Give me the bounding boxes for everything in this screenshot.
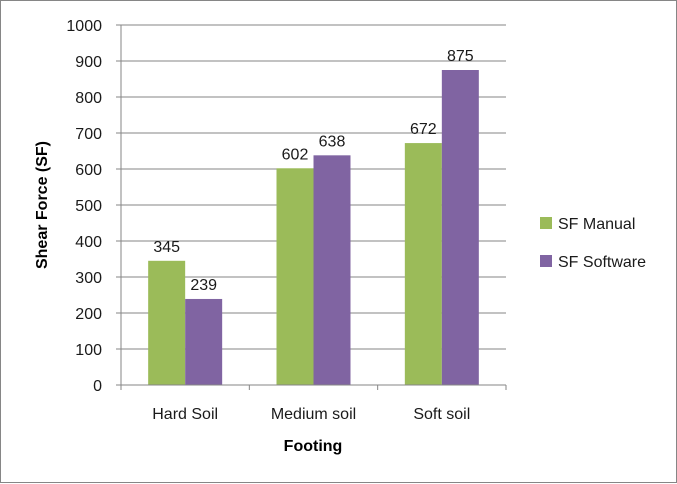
y-axis-title: Shear Force (SF) [34, 141, 51, 269]
x-tick-label: Soft soil [413, 406, 470, 423]
y-tick-label: 500 [75, 198, 102, 215]
bar-sf-software [313, 155, 351, 385]
y-tick-label: 300 [75, 270, 102, 287]
bar-sf-manual [276, 168, 314, 385]
data-label: 875 [447, 48, 474, 65]
y-tick-label: 900 [75, 54, 102, 71]
x-tick-label: Hard Soil [152, 406, 218, 423]
y-tick-label: 700 [75, 126, 102, 143]
y-tick-label: 100 [75, 342, 102, 359]
y-tick-label: 200 [75, 306, 102, 323]
bar-sf-software [441, 70, 479, 385]
data-label: 602 [282, 146, 309, 163]
x-tick-label: Medium soil [271, 406, 356, 423]
legend-swatch [540, 217, 552, 229]
data-labels: 345 239 602 638 672 875 [153, 48, 473, 294]
y-axis-ticks: 0 100 200 300 400 500 600 700 800 900 1000 [66, 18, 121, 395]
legend-label: SF Manual [558, 216, 635, 233]
bars [148, 70, 479, 385]
legend: SF Manual SF Software [540, 216, 646, 271]
data-label: 672 [410, 121, 437, 138]
y-tick-label: 600 [75, 162, 102, 179]
bar-sf-manual [404, 143, 442, 385]
y-tick-label: 800 [75, 90, 102, 107]
bar-sf-software [185, 298, 223, 385]
x-axis-title: Footing [284, 438, 343, 455]
y-tick-label: 1000 [66, 18, 102, 35]
x-axis-ticks: Hard Soil Medium soil Soft soil [120, 385, 507, 423]
legend-swatch [540, 255, 552, 267]
data-label: 345 [153, 239, 180, 256]
y-tick-label: 400 [75, 234, 102, 251]
data-label: 638 [319, 133, 346, 150]
bar-sf-manual [148, 260, 186, 385]
y-tick-label: 0 [93, 378, 102, 395]
data-label: 239 [190, 277, 217, 294]
legend-label: SF Software [558, 254, 646, 271]
